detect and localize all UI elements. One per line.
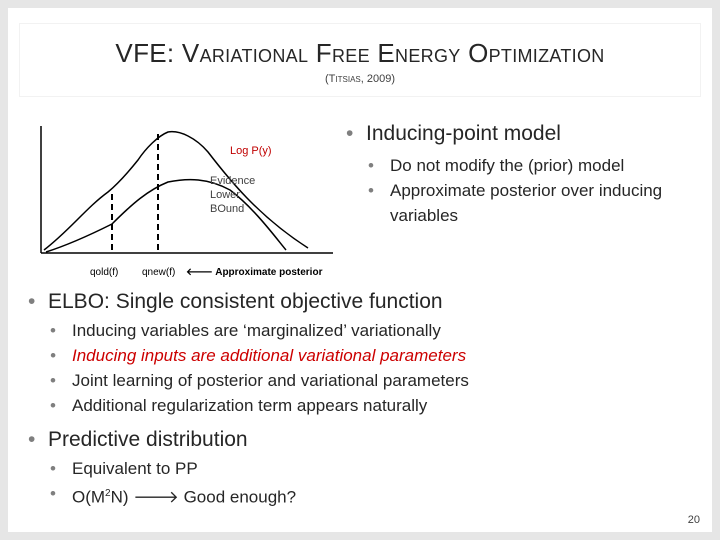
complexity-prefix: O(M <box>72 487 106 507</box>
elbo-label-2: Lower <box>210 189 240 201</box>
elbo-bullets: ELBO: Single consistent objective functi… <box>28 288 698 418</box>
bullet-elbo: ELBO: Single consistent objective functi… <box>28 288 698 315</box>
bullet-joint-learning: Joint learning of posterior and variatio… <box>50 368 698 393</box>
q-new-label: qnew(f) <box>142 267 175 278</box>
complexity-exponent: 2 <box>105 488 111 499</box>
q-old-label: qold(f) <box>90 267 118 278</box>
bullet-no-modify: Do not modify the (prior) model <box>368 153 706 178</box>
log-p-label: Log P(y) <box>230 145 272 157</box>
bullet-equivalent-pp: Equivalent to PP <box>50 456 698 481</box>
elbo-label-3: BOund <box>210 203 244 215</box>
bullet-inducing-model: Inducing-point model <box>346 120 706 147</box>
inducing-model-bullets: Inducing-point model Do not modify the (… <box>346 120 706 228</box>
elbo-diagram: Log P(y) Evidence Lower BOund qold(f) qn… <box>40 126 333 278</box>
page-subtitle: (Titsias, 2009) <box>325 73 395 85</box>
bullet-marginalized: Inducing variables are ‘marginalized’ va… <box>50 318 698 343</box>
bullet-predictive: Predictive distribution <box>28 426 698 453</box>
page-title: VFE: Variational Free Energy Optimizatio… <box>115 38 605 68</box>
bullet-approx-posterior: Approximate posterior over inducing vari… <box>368 178 706 228</box>
predictive-bullets: Predictive distribution Equivalent to PP… <box>28 426 698 510</box>
bullet-regularization: Additional regularization term appears n… <box>50 393 698 418</box>
log-p-curve <box>43 130 309 251</box>
approx-posterior-label: 🡐 Approximate posterior <box>186 267 323 278</box>
bullet-inducing-inputs: Inducing inputs are additional variation… <box>50 343 698 368</box>
bullet-complexity: O(M2N) 🡒 Good enough? <box>50 481 698 510</box>
elbo-curve <box>45 178 287 253</box>
title-box: VFE: Variational Free Energy Optimizatio… <box>20 24 700 96</box>
slide: VFE: Variational Free Energy Optimizatio… <box>8 8 712 532</box>
complexity-suffix: N) 🡒 Good enough? <box>110 487 297 507</box>
elbo-label-1: Evidence <box>210 175 255 187</box>
page-number: 20 <box>687 514 700 526</box>
